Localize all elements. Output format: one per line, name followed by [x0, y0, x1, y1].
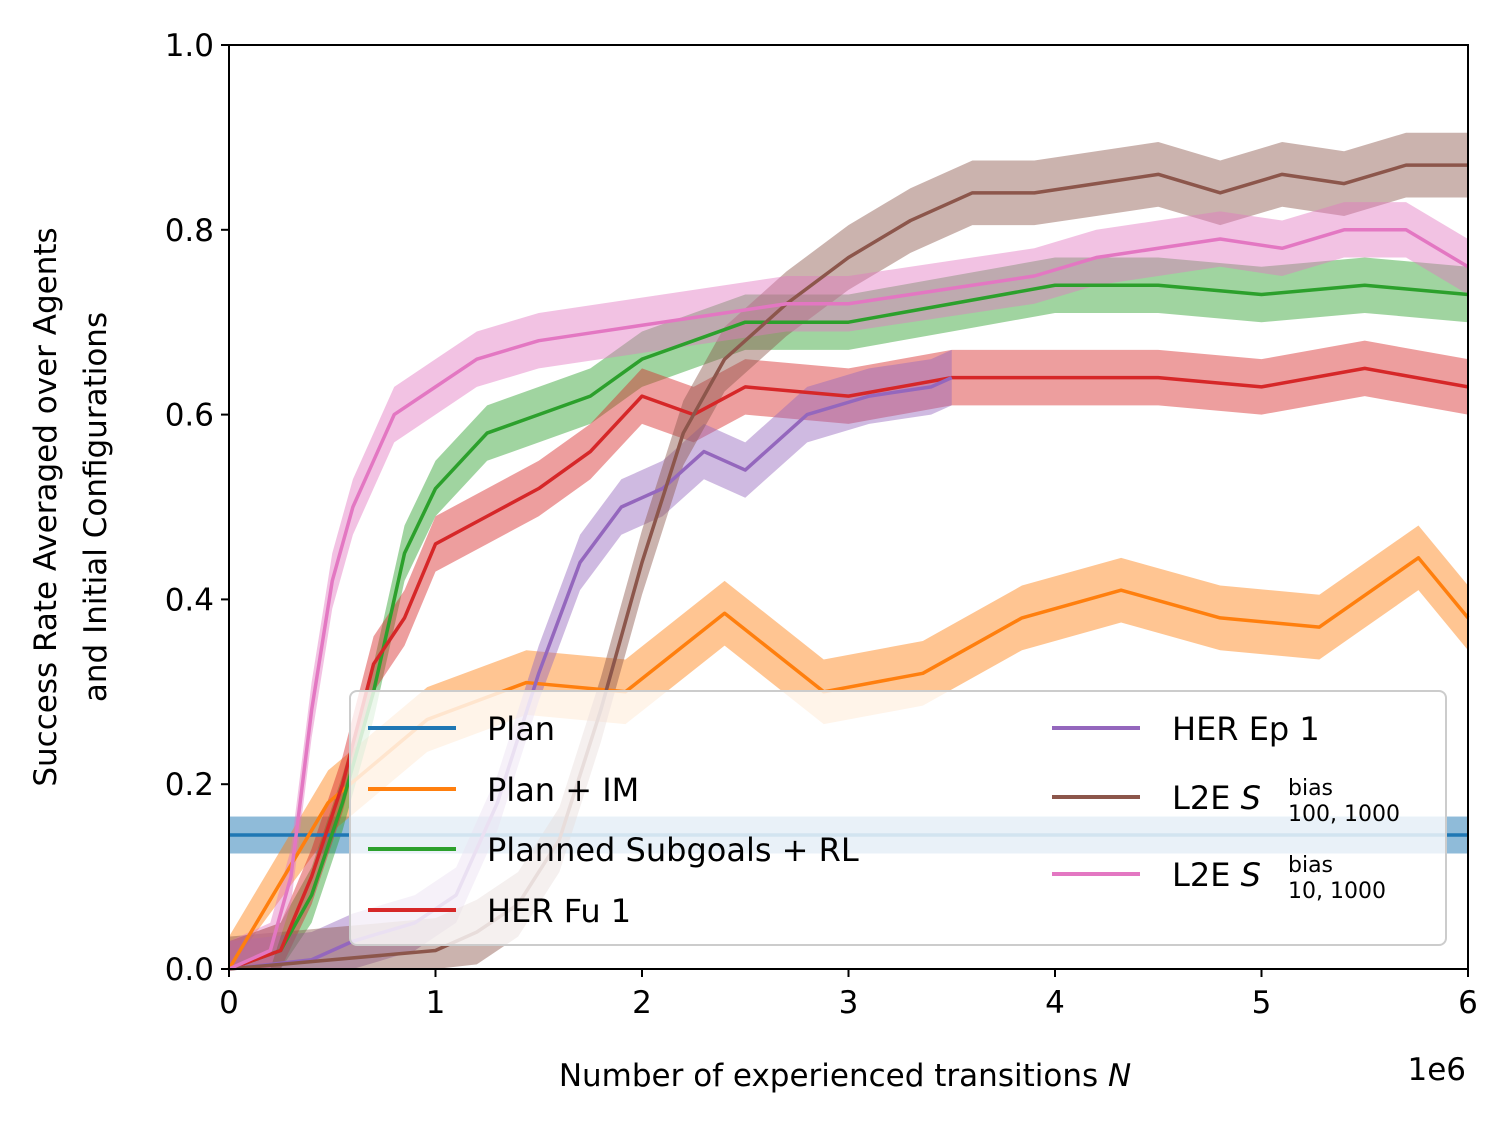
legend-label-l2e-100-1000: L2E S — [1172, 779, 1261, 817]
legend-subscript: 10, 1000 — [1288, 879, 1386, 904]
line-planned-subgoals-rl — [228, 283, 1469, 971]
line-her-fu-1 — [228, 366, 1469, 971]
y-axis-label: Success Rate Averaged over Agents — [28, 227, 64, 786]
legend-label-l2e-10-1000: L2E S — [1172, 856, 1261, 894]
y-tick-label: 0.4 — [165, 582, 214, 618]
y-tick-label: 0.2 — [165, 767, 214, 803]
x-tick-label: 4 — [1045, 985, 1065, 1021]
legend-label-plan: Plan — [487, 710, 555, 748]
y-tick-label: 1.0 — [165, 28, 214, 64]
x-tick-label: 2 — [632, 985, 652, 1021]
x-axis-label: Number of experienced transitions N — [559, 1058, 1131, 1094]
legend-label-planned-subgoals-rl: Planned Subgoals + RL — [487, 831, 859, 869]
legend-subscript: 100, 1000 — [1288, 802, 1400, 827]
legend: Plan Plan + IM Planned Subgoals + RL HER Fu… — [349, 690, 1447, 946]
legend-label-her-ep-1: HER Ep 1 — [1172, 710, 1320, 748]
y-tick-label: 0.6 — [165, 398, 214, 434]
legend-label-plan-im: Plan + IM — [487, 771, 639, 809]
legend-box — [349, 690, 1447, 946]
x-tick-label: 5 — [1252, 985, 1272, 1021]
y-tick-label: 0.0 — [165, 952, 214, 988]
y-axis-label-line2: and Initial Configurations — [78, 312, 114, 702]
legend-superscript: bias — [1288, 776, 1333, 801]
band-her-ep-1 — [229, 349, 952, 969]
ticks-layer: 0 1 2 3 4 5 6 0.0 0.2 0.4 0.6 0.8 1.0 — [165, 28, 1478, 1021]
x-tick-label: 6 — [1458, 985, 1478, 1021]
x-tick-label: 1 — [426, 985, 446, 1021]
legend-superscript: bias — [1288, 853, 1333, 878]
line-l2e-10-1000 — [228, 228, 1469, 971]
x-tick-label: 0 — [219, 985, 239, 1021]
band-planned-subgoals-rl — [229, 257, 1468, 969]
legend-label-her-fu-1: HER Fu 1 — [487, 892, 631, 930]
x-offset-text: 1e6 — [1407, 1052, 1466, 1088]
y-tick-label: 0.8 — [165, 213, 214, 249]
band-her-fu-1 — [229, 340, 1468, 969]
x-tick-label: 3 — [839, 985, 859, 1021]
